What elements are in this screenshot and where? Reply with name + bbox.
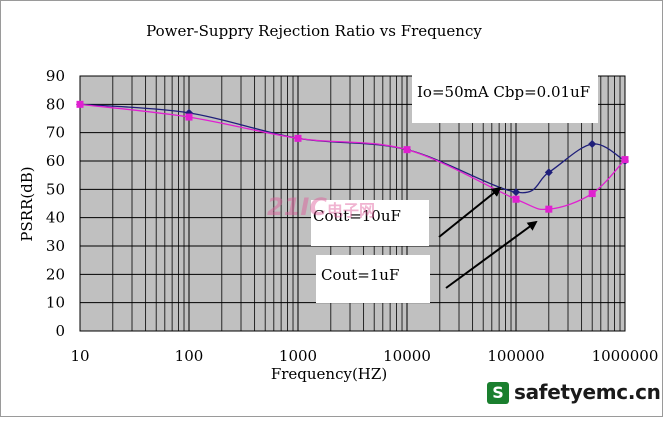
- x-tick-label: 10: [70, 347, 89, 365]
- data-point-marker: [621, 156, 629, 164]
- data-point-marker: [544, 168, 553, 177]
- arrow-cout10: [438, 186, 502, 238]
- safety-badge-icon: S: [487, 382, 509, 404]
- x-tick-labels: 10 100 1000 10000 100000 1000000: [70, 347, 658, 365]
- y-tick-label: 20: [46, 265, 65, 283]
- watermark-brand: safetyemc.cn: [514, 380, 661, 404]
- annotation-conditions: Io=50mA Cbp=0.01uF: [417, 83, 590, 101]
- y-tick-label: 50: [46, 180, 65, 198]
- data-point-marker: [588, 190, 596, 198]
- data-point-marker: [185, 113, 193, 121]
- data-point-marker: [294, 134, 302, 142]
- annotation-box-cout10: [311, 200, 429, 246]
- y-tick-labels: 0 10 20 30 40 50 60 70 80 90: [46, 67, 65, 340]
- data-point-marker: [512, 188, 520, 197]
- y-tick-label: 10: [46, 294, 65, 312]
- y-tick-label: 30: [46, 237, 65, 255]
- data-point-marker: [588, 140, 597, 148]
- y-tick-label: 90: [46, 67, 65, 85]
- y-tick-label: 70: [46, 124, 65, 142]
- annotation-cout10: Cout=10uF: [313, 207, 401, 225]
- x-tick-label: 1000: [279, 347, 317, 365]
- y-axis-label: PSRR(dB): [18, 166, 36, 241]
- x-tick-label: 1000000: [592, 347, 659, 365]
- x-tick-label: 100: [175, 347, 204, 365]
- annotation-box-conditions: [412, 71, 598, 123]
- data-point-marker: [545, 205, 553, 213]
- watermark-overlay: 21IC 电子网: [267, 193, 407, 223]
- data-point-marker: [403, 146, 411, 154]
- y-tick-label: 80: [46, 95, 65, 113]
- y-tick-label: 60: [46, 152, 65, 170]
- y-tick-label: 40: [46, 209, 65, 227]
- watermark-overlay-text: 电子网: [327, 201, 376, 220]
- annotation-box-cout1: [316, 255, 430, 303]
- y-tick-label: 0: [55, 322, 65, 340]
- x-tick-label: 10000: [383, 347, 431, 365]
- arrow-cout1: [445, 220, 538, 289]
- chart-title: Power-Suppry Rejection Ratio vs Frequenc…: [146, 22, 482, 40]
- data-point-marker: [76, 100, 84, 108]
- x-axis-label: Frequency(HZ): [271, 365, 387, 383]
- watermark-overlay-number: 21IC: [267, 193, 327, 221]
- x-tick-label: 100000: [487, 347, 544, 365]
- watermark-logo: S safetyemc.cn: [487, 380, 661, 410]
- data-point-marker: [512, 195, 520, 203]
- annotation-cout1: Cout=1uF: [321, 266, 399, 284]
- series-group: [76, 100, 629, 213]
